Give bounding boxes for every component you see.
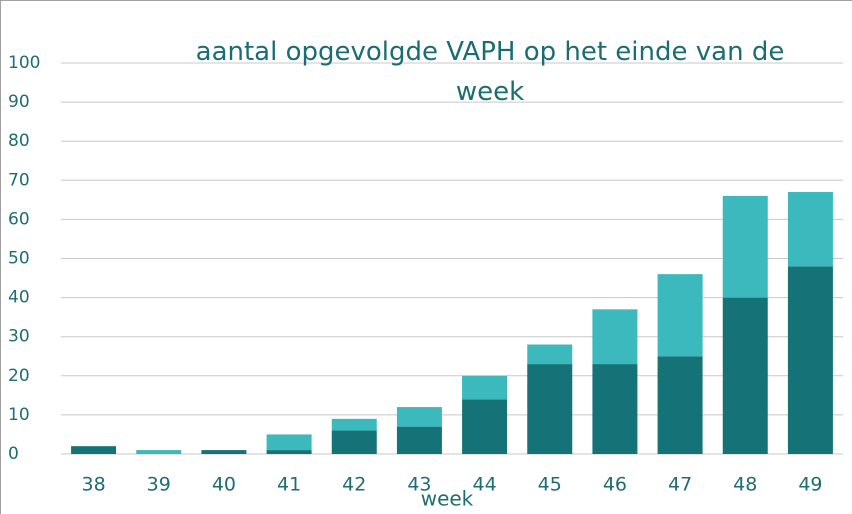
bar-segment [787,192,833,267]
bar-segment [462,375,508,400]
bar-segment [527,364,573,454]
bar-segment [462,399,508,454]
x-tick-label: 46 [603,474,627,496]
x-tick-label: 44 [472,474,496,496]
x-tick-label: 40 [212,474,236,496]
x-tick-label: 42 [342,474,366,496]
x-tick-label: 48 [733,474,757,496]
bar-segment [71,446,117,454]
bar-segment [396,407,442,427]
y-tick-label: 70 [8,170,30,190]
y-tick-label: 80 [8,131,30,151]
x-tick-label: 45 [538,474,562,496]
x-tick-label: 47 [668,474,692,496]
y-tick-label: 40 [8,288,30,308]
y-tick-label: 20 [8,366,30,386]
bar-segment [527,344,573,365]
x-axis-label: week [421,487,474,511]
bar-segment [201,450,247,454]
y-tick-label: 100 [8,53,40,73]
bar-segment [722,297,768,454]
y-tick-label: 10 [8,405,30,425]
bar-segment [266,434,312,451]
chart-title: aantal opgevolgde VAPH op het einde van … [195,37,785,107]
x-tick-label: 41 [277,474,301,496]
bar-segment [396,426,442,454]
bar-segment [722,195,768,298]
bar-segment [136,450,182,454]
bar-segment [592,364,638,454]
bar-segment [331,430,377,454]
x-tick-label: 49 [798,474,822,496]
y-tick-label: 0 [8,444,19,464]
y-tick-label: 90 [8,92,30,112]
y-tick-label: 60 [8,209,30,229]
bar-segment [657,274,703,357]
bar-segment [657,356,703,454]
x-tick-label: 43 [407,474,431,496]
y-tick-label: 50 [8,249,30,269]
bar-segment [266,450,312,454]
bar-segment [787,266,833,454]
y-tick-label: 30 [8,327,30,347]
bar-segment [331,418,377,431]
x-tick-label: 38 [81,474,105,496]
bar-segment [592,309,638,365]
x-tick-label: 39 [147,474,171,496]
